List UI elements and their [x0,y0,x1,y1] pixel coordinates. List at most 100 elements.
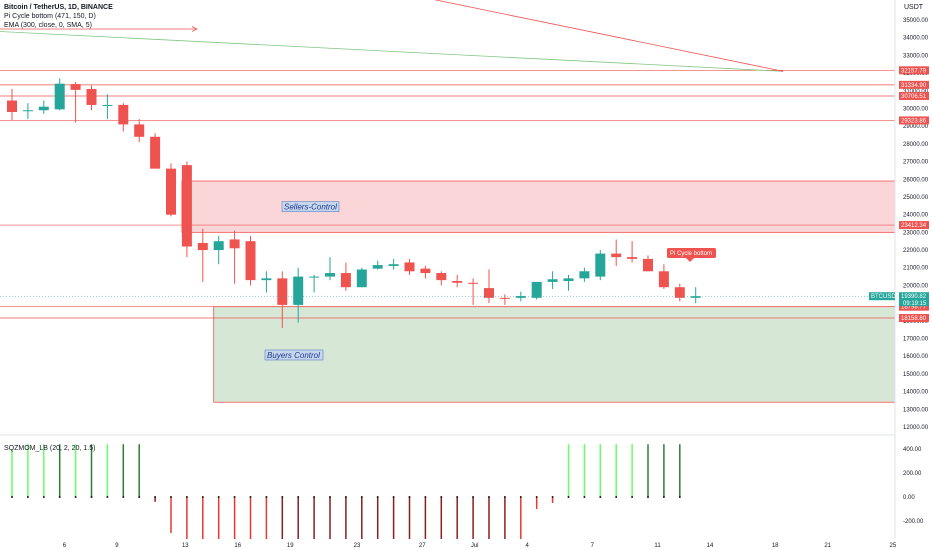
squeeze-dot [170,496,172,498]
candle [7,89,17,120]
trend-lines-layer [0,0,784,72]
candle [309,274,320,293]
candle-body [277,278,288,305]
momentum-tick-label: 200.00 [903,471,922,477]
squeeze-dot [583,496,586,498]
price-level-tag [899,314,929,323]
price-level-tag [899,80,929,89]
price-tick-label: 21000.00 [903,266,929,272]
squeeze-dot [535,496,538,498]
squeeze-dot [106,496,109,498]
time-tick-label: 27 [419,543,426,549]
candle [627,241,638,263]
squeeze-dot [281,496,284,498]
candle-body [134,124,145,137]
price-tick-label: 23000.00 [903,230,929,236]
candle [515,291,526,302]
price-level-tag-text: 18798.77 [901,305,927,311]
candle-body [611,253,622,258]
candle [356,267,367,288]
candle-body [22,110,33,112]
candles-layer [7,78,701,328]
candle-body [404,262,415,272]
squeeze-dot [58,496,61,498]
candle-body [563,278,574,282]
candle [22,103,33,120]
price-tick-label: 33000.00 [903,53,929,59]
candle-body [309,276,320,278]
candle-body [372,265,383,269]
candle-body [484,288,494,298]
indicator-pi-cycle-label[interactable]: Pi Cycle bottom (471, 150, D) [4,13,96,20]
candle-countdown-text: 09:19:15 [903,301,927,307]
currency-label: USDT [904,4,924,11]
candle-body [388,264,399,266]
squeeze-dot [313,496,316,498]
candle [611,239,622,266]
candle-body [150,136,161,169]
price-tick-label: 17000.00 [903,337,929,343]
time-tick-label: 11 [654,543,661,549]
squeeze-dot [472,496,475,498]
candle-body [213,241,224,251]
indicator-ema-label[interactable]: EMA (300, close, 0, SMA, 5) [4,22,92,29]
candle-body [166,168,176,215]
squeeze-dot [440,496,443,498]
time-tick-label: 18 [772,543,779,549]
candle [484,269,494,304]
sellers-control-label-box [281,201,340,212]
squeeze-dot [11,496,13,498]
horizontal-lines-layer [0,69,895,319]
time-axis[interactable]: 6 9 13 16 19 23 27 Jul 4 7 11 14 18 21 25 [63,543,897,549]
momentum-axis[interactable]: 400.00 200.00 0.00 -200.00 [903,447,924,525]
sellers-control-label: Sellers-Control [284,203,337,212]
squeeze-dot [662,496,665,498]
squeeze-dot [217,496,220,498]
squeeze-dot [185,496,188,498]
price-tick-label: 20000.00 [903,283,929,289]
price-tick-label: 30000.00 [903,106,929,112]
squeeze-dot [233,496,236,498]
squeeze-dot [138,496,141,498]
price-tick-label: 29000.00 [903,124,929,130]
time-tick-label: 21 [824,543,831,549]
candle [579,267,590,282]
candle-body [499,297,510,299]
candle-body [436,273,447,281]
candle [134,119,145,143]
price-tags-layer: 32157.79 31334.90 30706.51 29323.86 23412.34… [0,66,929,323]
squeeze-dot [488,496,490,498]
candle [150,133,161,169]
price-level-tag-text: 18158.80 [901,316,927,322]
candle [420,265,431,279]
candle [468,278,479,305]
candle-body [229,239,240,249]
price-level-tag [899,221,929,230]
candle [595,250,606,281]
squeeze-dot [297,496,300,498]
candle [563,274,574,291]
candle-body [420,268,431,274]
price-level-tag-text: 31334.90 [901,83,927,89]
candle [245,235,256,286]
squeeze-momentum-label[interactable]: SQZMOM_LB (20, 2, 20, 1.5) [4,445,96,452]
squeeze-dot [265,496,268,498]
squeeze-dot [90,496,93,498]
price-level-tag [899,116,929,125]
current-price-tag [899,292,929,307]
squeeze-dot [678,496,681,498]
candle-body [468,282,479,284]
candle [229,230,240,284]
candle-body [181,165,192,247]
candle [674,283,685,302]
candle-body [356,269,367,288]
squeeze-dot [201,496,204,498]
squeeze-dot [519,496,522,498]
time-tick-label: 6 [63,543,67,549]
candle-body [54,83,65,110]
candle-body [325,273,335,277]
squeeze-dot [122,496,125,498]
candle-body [38,106,49,111]
price-tick-label: 15000.00 [903,372,929,378]
